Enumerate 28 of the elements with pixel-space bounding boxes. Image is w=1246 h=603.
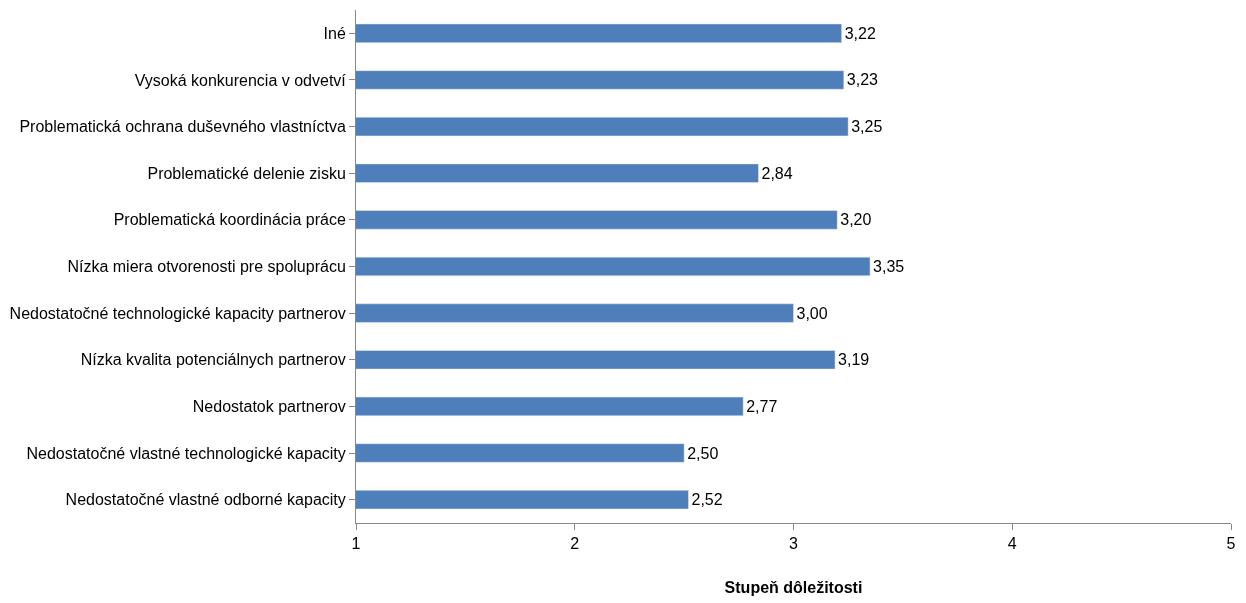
data-label: 3,35 [873,258,905,275]
data-label: 2,50 [687,444,719,462]
x-tick-label: 2 [570,535,580,553]
y-tick-label: Nedostatočné vlastné odborné kapacity [65,491,346,509]
y-tick-label: Problematické delenie zisku [147,164,346,182]
x-tick-label: 5 [1226,535,1236,553]
x-axis-title: Stupeň dôležitosti [724,578,863,596]
data-label: 3,00 [796,304,828,322]
y-tick-label: Nedostatočné vlastné technologické kapacity [26,444,346,462]
data-label: 2,84 [761,164,793,182]
data-label: 3,25 [851,118,883,136]
data-label: 3,22 [844,24,876,42]
y-tick-label: Nízka kvalita potenciálnych partnerov [80,351,346,369]
y-tick-label: Nedostatok partnerov [192,398,346,416]
y-tick-label: Problematická ochrana duševného vlastníctva [19,118,346,136]
data-label: 3,23 [846,71,879,89]
x-tick-label: 4 [1007,535,1017,553]
y-tick-label: Nedostatočné technologické kapacity partnerov [9,304,346,322]
data-label: 2,77 [746,397,778,415]
y-tick-label: Problematická koordinácia práce [113,211,346,229]
data-label: 3,19 [838,351,870,369]
x-tick-label: 1 [351,535,361,553]
x-tick-label: 3 [789,535,799,553]
y-tick-label: Nízka miera otvorenosti pre spoluprácu [67,258,346,276]
data-label: 2,52 [691,491,723,509]
y-tick-label: Vysoká konkurencia v odvetví [134,71,347,89]
y-tick-label: Iné [323,24,346,42]
data-label: 3,20 [840,211,872,229]
